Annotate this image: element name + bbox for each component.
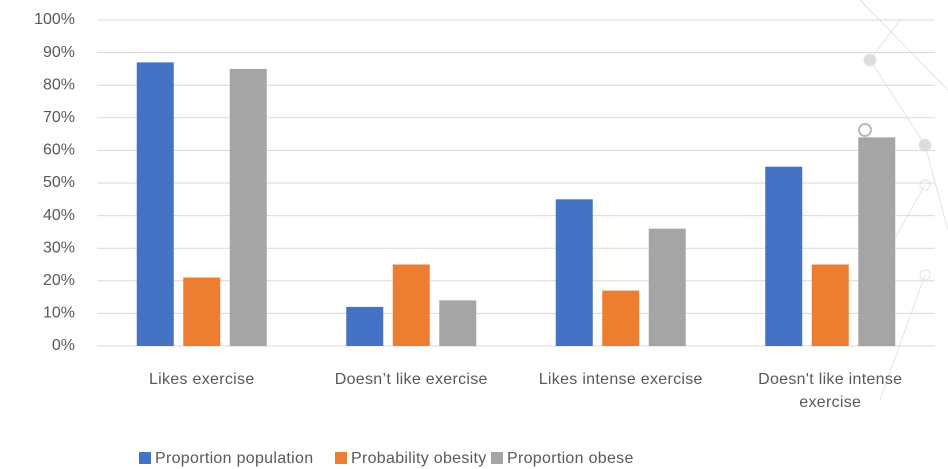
y-tick-label: 90% [43, 44, 75, 61]
bar [136, 62, 174, 346]
y-tick-label: 30% [43, 239, 75, 256]
y-tick-label: 70% [43, 109, 75, 126]
x-tick-label: Likes intense exercise [538, 371, 703, 388]
legend-swatch [491, 452, 503, 464]
bar [229, 68, 267, 347]
legend-label: Proportion population [155, 450, 313, 467]
bar [183, 277, 221, 346]
x-tick-label: Doesn’t like exercise [334, 371, 488, 388]
legend-label: Proportion obese [507, 450, 634, 467]
legend-swatch [335, 452, 347, 464]
y-tick-label: 100% [34, 11, 75, 28]
y-tick-label: 50% [43, 174, 75, 191]
bar [439, 300, 477, 346]
bar [811, 264, 849, 346]
bar [602, 290, 640, 346]
bar [765, 166, 803, 346]
bar [648, 228, 686, 346]
y-tick-label: 40% [43, 207, 75, 224]
bar [555, 199, 593, 346]
legend-label: Probability obesity [351, 450, 487, 467]
x-tick-label: Likes exercise [148, 371, 255, 388]
y-tick-label: 0% [52, 337, 75, 354]
legend-swatch [139, 452, 151, 464]
x-tick-label: Doesn't like intense exercise [758, 371, 903, 411]
bar [346, 306, 384, 346]
y-tick-label: 80% [43, 76, 75, 93]
bar [392, 264, 430, 346]
y-tick-label: 60% [43, 142, 75, 159]
bar [858, 137, 896, 346]
y-tick-label: 20% [43, 272, 75, 289]
y-tick-label: 10% [43, 305, 75, 322]
